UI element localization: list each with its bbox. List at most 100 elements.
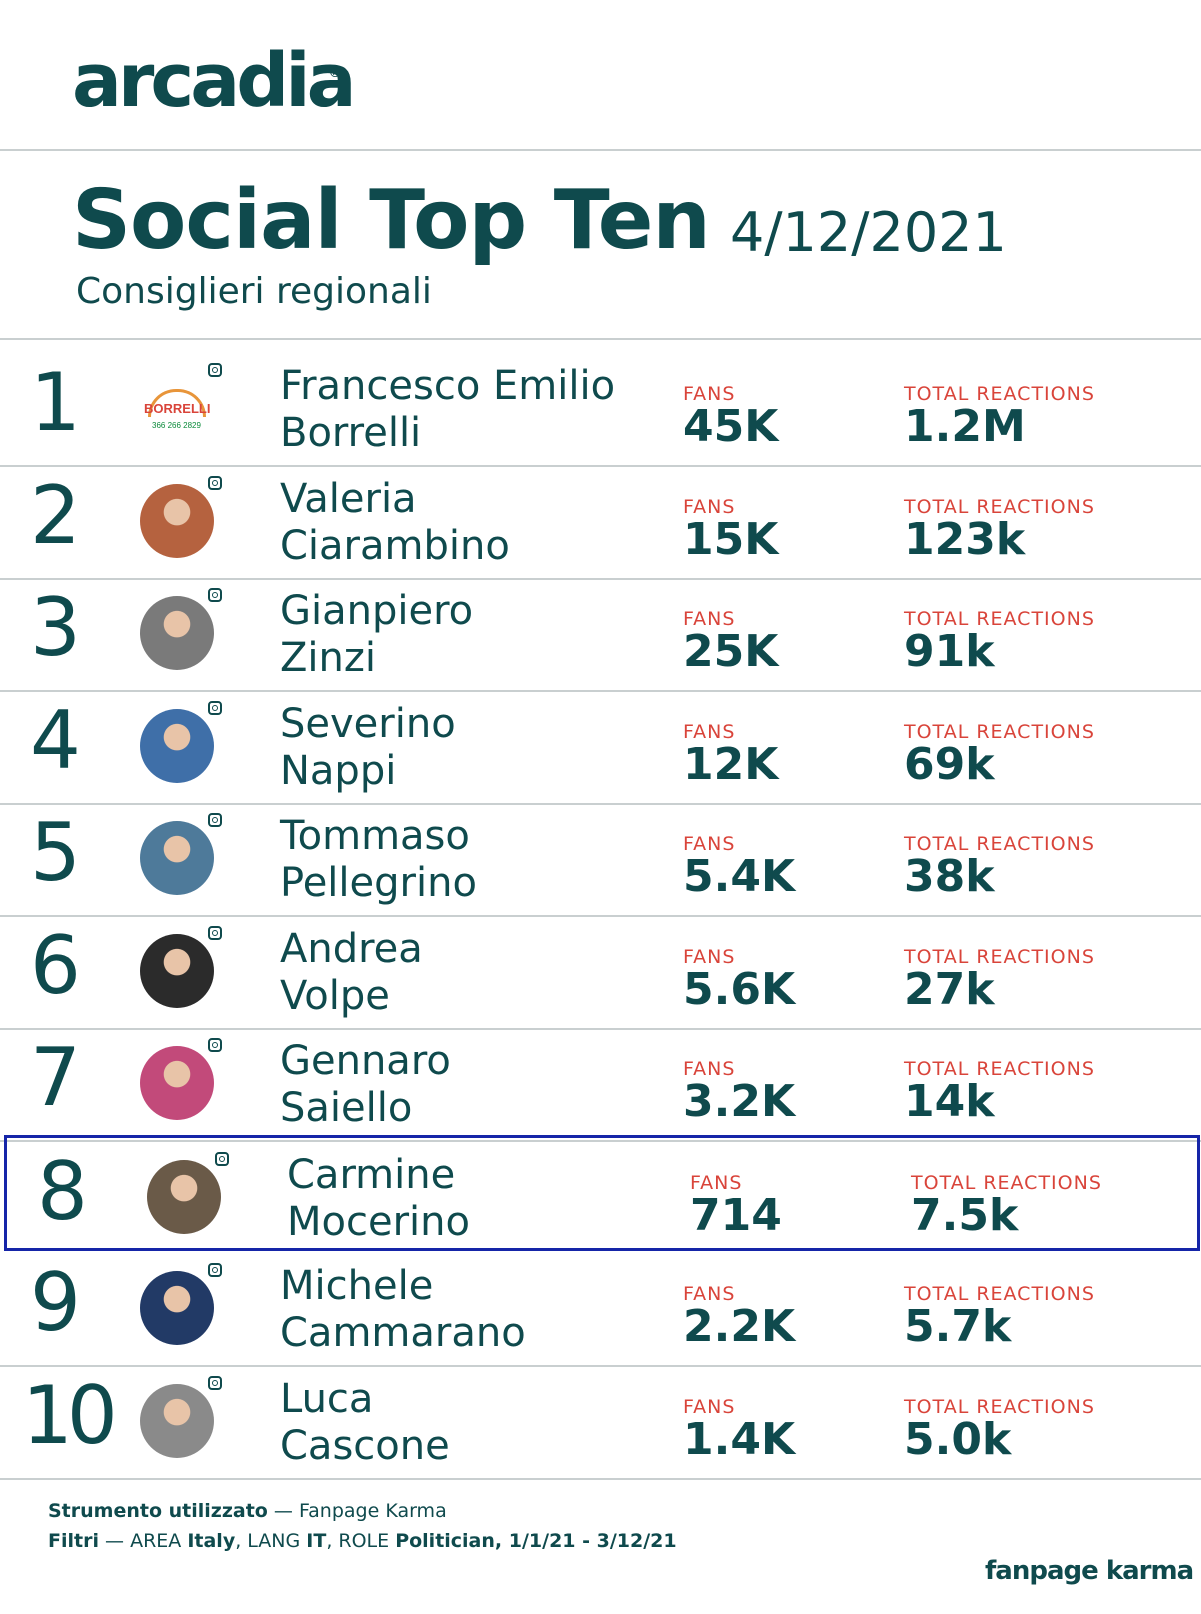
fans-label: FANS [683, 608, 736, 630]
reactions-label: TOTAL REACTIONS [904, 833, 1095, 855]
borrelli-logo-avatar: BORRELLI 366 266 2829 [140, 371, 214, 445]
instagram-icon [208, 1376, 222, 1390]
ranking-row: 6 Andrea Volpe FANS 5.6K TOTAL REACTIONS 27k [0, 912, 1201, 1030]
reactions-label: TOTAL REACTIONS [904, 721, 1095, 743]
politician-name: Francesco Emilio Borrelli [280, 363, 616, 456]
rank-number: 1 [30, 356, 81, 449]
reactions-value: 1.2M [904, 401, 1026, 452]
avatar [140, 934, 214, 1008]
politician-name: Gennaro Saiello [280, 1038, 451, 1131]
fans-label: FANS [683, 383, 736, 405]
ranking-row: 7 Gennaro Saiello FANS 3.2K TOTAL REACTIONS 14… [0, 1024, 1201, 1142]
fans-value: 1.4K [683, 1414, 796, 1465]
instagram-icon [208, 1038, 222, 1052]
rank-number: 10 [22, 1369, 118, 1462]
instagram-icon [208, 701, 222, 715]
reactions-value: 69k [904, 739, 995, 790]
avatar [140, 1046, 214, 1120]
fans-label: FANS [683, 496, 736, 518]
fans-label: FANS [683, 946, 736, 968]
fans-value: 3.2K [683, 1076, 796, 1127]
avatar [140, 596, 214, 670]
reactions-value: 123k [904, 514, 1026, 565]
reactions-label: TOTAL REACTIONS [904, 608, 1095, 630]
reactions-value: 91k [904, 626, 995, 677]
fans-label: FANS [683, 1058, 736, 1080]
politician-name: Andrea Volpe [280, 926, 423, 1019]
fans-label: FANS [683, 721, 736, 743]
rank-number: 7 [30, 1031, 81, 1124]
avatar [147, 1160, 221, 1234]
fans-value: 45K [683, 401, 779, 452]
fans-value: 25K [683, 626, 779, 677]
ranking-row: 5 Tommaso Pellegrino FANS 5.4K TOTAL REACTION… [0, 799, 1201, 917]
reactions-label: TOTAL REACTIONS [911, 1172, 1102, 1194]
arcadia-logo: arcadia [72, 38, 357, 124]
divider [0, 338, 1201, 340]
reactions-value: 5.7k [904, 1301, 1012, 1352]
avatar [140, 484, 214, 558]
instagram-icon [215, 1152, 229, 1166]
reactions-value: 14k [904, 1076, 995, 1127]
instagram-icon [208, 813, 222, 827]
ranking-row: 8 Carmine Mocerino FANS 714 TOTAL REACTIONS 7.… [4, 1135, 1200, 1251]
politician-name: Luca Cascone [280, 1376, 450, 1469]
instagram-icon [208, 926, 222, 940]
reactions-value: 27k [904, 964, 995, 1015]
ranking-row: 4 Severino Nappi FANS 12K TOTAL REACTIONS 69k [0, 687, 1201, 805]
rank-number: 4 [30, 694, 81, 787]
rank-number: 5 [30, 806, 81, 899]
page-subtitle: Consiglieri regionali [76, 271, 432, 312]
footer-filters: Filtri — AREA Italy, LANG IT, ROLE Polit… [48, 1530, 677, 1552]
footer-tool: Strumento utilizzato — Fanpage Karma [48, 1500, 447, 1522]
divider [0, 149, 1201, 151]
ranking-row: 1 BORRELLI 366 266 2829 Francesco Emilio Bor… [0, 349, 1201, 467]
ranking-row: 9 Michele Cammarano FANS 2.2K TOTAL REACTIONS… [0, 1249, 1201, 1367]
fans-label: FANS [683, 1396, 736, 1418]
politician-name: Carmine Mocerino [287, 1152, 470, 1245]
rank-number: 9 [30, 1256, 81, 1349]
reactions-label: TOTAL REACTIONS [904, 383, 1095, 405]
ranking-row: 3 Gianpiero Zinzi FANS 25K TOTAL REACTIONS 91k [0, 574, 1201, 692]
avatar [140, 709, 214, 783]
politician-name: Severino Nappi [280, 701, 456, 794]
rank-number: 6 [30, 919, 81, 1012]
fans-label: FANS [683, 1283, 736, 1305]
fans-value: 12K [683, 739, 779, 790]
politician-name: Michele Cammarano [280, 1263, 526, 1356]
ranking-row: 2 Valeria Ciarambino FANS 15K TOTAL REACTIONS… [0, 462, 1201, 580]
rank-number: 3 [30, 581, 81, 674]
registered-mark: ® [330, 64, 341, 80]
reactions-label: TOTAL REACTIONS [904, 1283, 1095, 1305]
instagram-icon [208, 1263, 222, 1277]
reactions-value: 5.0k [904, 1414, 1012, 1465]
avatar [140, 1271, 214, 1345]
rank-number: 2 [30, 469, 81, 562]
reactions-label: TOTAL REACTIONS [904, 1058, 1095, 1080]
reactions-label: TOTAL REACTIONS [904, 946, 1095, 968]
instagram-icon [208, 476, 222, 490]
fans-value: 714 [690, 1190, 782, 1241]
instagram-icon [208, 588, 222, 602]
reactions-label: TOTAL REACTIONS [904, 1396, 1095, 1418]
ranking-row: 10 Luca Cascone FANS 1.4K TOTAL REACTIONS 5.0k [0, 1362, 1201, 1480]
fans-value: 2.2K [683, 1301, 796, 1352]
reactions-label: TOTAL REACTIONS [904, 496, 1095, 518]
fans-label: FANS [683, 833, 736, 855]
instagram-icon [208, 363, 222, 377]
fans-value: 5.4K [683, 851, 796, 902]
fans-value: 15K [683, 514, 779, 565]
avatar [140, 821, 214, 895]
fanpage-karma-logo: fanpage karma [985, 1556, 1194, 1586]
politician-name: Gianpiero Zinzi [280, 588, 474, 681]
politician-name: Valeria Ciarambino [280, 476, 510, 569]
reactions-value: 38k [904, 851, 995, 902]
avatar [140, 1384, 214, 1458]
reactions-value: 7.5k [911, 1190, 1019, 1241]
fans-label: FANS [690, 1172, 743, 1194]
page-date: 4/12/2021 [730, 201, 1007, 264]
politician-name: Tommaso Pellegrino [280, 813, 477, 906]
page-title: Social Top Ten [72, 173, 711, 268]
fans-value: 5.6K [683, 964, 796, 1015]
rank-number: 8 [37, 1145, 88, 1238]
